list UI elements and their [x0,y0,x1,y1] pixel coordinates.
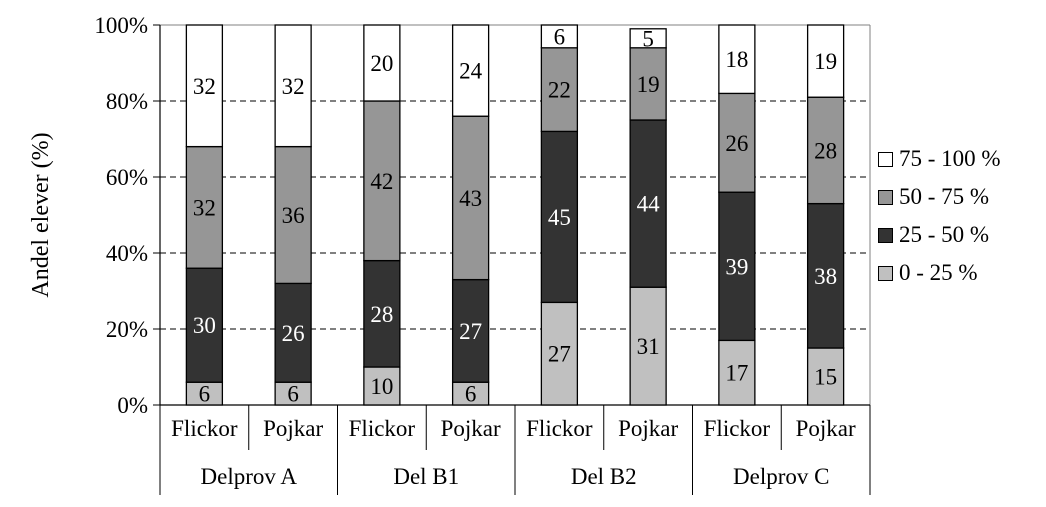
data-label: 20 [370,51,393,76]
bar-segment [806,347,845,406]
legend-label: 75 - 100 % [899,146,1001,171]
bar-segment [274,282,312,383]
legend: 75 - 100 % 50 - 75 % 25 - 50 % 0 - 25 % [878,140,1001,292]
bar-segment [363,100,401,262]
data-label: 6 [554,24,566,49]
legend-label: 50 - 75 % [899,184,990,209]
x-group-label: Delprov A [201,464,298,489]
data-label: 17 [725,361,748,386]
data-label: 27 [459,319,482,344]
bar-segment [806,24,845,98]
data-label: 38 [814,264,837,289]
data-label: 39 [725,254,748,279]
bar-segment [451,278,490,383]
x-group-label: Del B1 [393,464,459,489]
bar-segment [540,301,579,406]
data-label: 27 [548,342,571,367]
x-tick-label: Flickor [171,416,238,441]
data-label: 6 [287,382,299,407]
data-label: 43 [459,186,482,211]
legend-item: 50 - 75 % [878,178,1001,216]
y-axis-label: Andel elever (%) [28,132,54,297]
data-label: 32 [193,195,216,220]
legend-swatch [878,227,893,243]
data-label: 15 [814,365,837,390]
y-tick-label: 80% [106,89,148,114]
data-label: 31 [637,334,660,359]
data-label: 22 [548,78,571,103]
bar-segment [629,47,667,121]
y-tick-label: 40% [106,241,148,266]
bar-segment [363,259,401,368]
x-tick-label: Pojkar [618,416,678,441]
bar-segment [629,286,667,406]
x-group-label: Del B2 [571,464,637,489]
data-label: 26 [282,321,305,346]
data-label: 44 [637,192,661,217]
bar-segment [540,24,579,49]
y-tick-label: 60% [106,165,148,190]
data-label: 36 [282,203,305,228]
data-label: 24 [459,59,483,84]
x-group-label: Delprov C [733,464,829,489]
legend-swatch [878,189,893,205]
legend-label: 25 - 50 % [899,222,990,247]
x-tick-label: Pojkar [441,416,501,441]
bar-segment [629,28,667,49]
bar-segment [363,366,401,406]
data-label: 18 [725,47,748,72]
data-label: 32 [193,74,216,99]
x-tick-label: Flickor [349,416,416,441]
legend-item: 75 - 100 % [878,140,1001,178]
data-label: 6 [465,382,477,407]
x-tick-label: Flickor [704,416,771,441]
legend-swatch [878,265,893,281]
bar-segment [806,96,845,205]
x-tick-label: Flickor [526,416,593,441]
bar-segment [629,119,667,288]
bar-segment [806,202,845,349]
legend-swatch [878,151,893,167]
data-label: 32 [282,74,305,99]
data-label: 5 [642,26,654,51]
bar-segment [363,24,401,102]
legend-label: 0 - 25 % [899,260,978,285]
legend-item: 0 - 25 % [878,254,1001,292]
data-label: 10 [370,374,393,399]
bar-segment [185,24,224,148]
data-label: 45 [548,205,571,230]
y-tick-label: 0% [117,393,148,418]
y-tick-label: 100% [94,13,148,38]
data-label: 6 [199,382,211,407]
bar-segment [451,24,490,117]
data-label: 28 [370,302,393,327]
x-tick-label: Pojkar [796,416,856,441]
bar-segment [274,24,312,148]
data-label: 42 [370,169,393,194]
data-label: 28 [814,138,837,163]
data-label: 19 [814,49,837,74]
x-tick-label: Pojkar [263,416,323,441]
y-tick-label: 20% [106,317,148,342]
bar-segment [718,24,756,95]
data-label: 30 [193,313,216,338]
legend-item: 25 - 50 % [878,216,1001,254]
data-label: 19 [637,72,660,97]
data-label: 26 [725,131,748,156]
